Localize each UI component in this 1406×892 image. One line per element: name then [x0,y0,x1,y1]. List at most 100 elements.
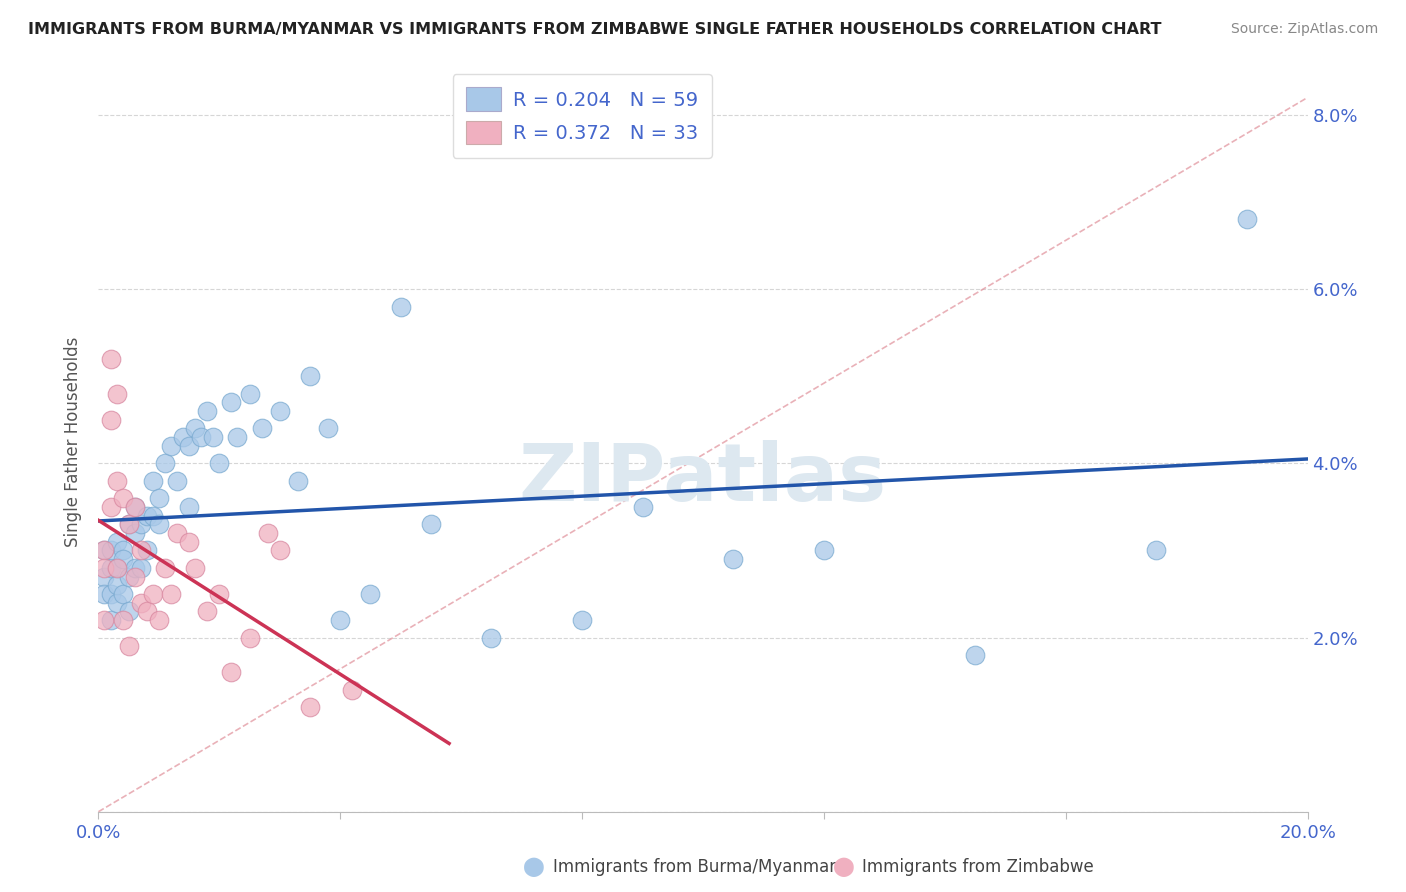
Text: ⬤: ⬤ [832,857,855,877]
Point [316,421,339,435]
Point [329,613,352,627]
Point [221,665,243,680]
Point [124,500,146,514]
Point [179,500,201,514]
Point [195,404,218,418]
Point [299,700,322,714]
Point [184,421,207,435]
Point [221,395,243,409]
Text: Immigrants from Burma/Myanmar: Immigrants from Burma/Myanmar [553,858,835,876]
Point [250,421,273,435]
Point [100,561,122,575]
Point [571,613,593,627]
Point [172,430,194,444]
Point [111,613,134,627]
Point [195,604,218,618]
Point [179,534,201,549]
Point [1144,543,1167,558]
Point [111,491,134,505]
Point [135,508,157,523]
Point [142,508,165,523]
Point [124,500,146,514]
Point [239,631,262,645]
Point [723,552,745,566]
Point [93,569,115,583]
Text: ZIPatlas: ZIPatlas [519,440,887,517]
Point [124,561,146,575]
Point [226,430,249,444]
Point [160,439,183,453]
Text: IMMIGRANTS FROM BURMA/MYANMAR VS IMMIGRANTS FROM ZIMBABWE SINGLE FATHER HOUSEHOL: IMMIGRANTS FROM BURMA/MYANMAR VS IMMIGRA… [28,22,1161,37]
Point [153,561,176,575]
Point [93,613,115,627]
Point [420,517,443,532]
Point [118,517,141,532]
Point [105,534,128,549]
Point [256,526,278,541]
Point [239,386,262,401]
Point [813,543,835,558]
Point [148,491,170,505]
Point [142,474,165,488]
Point [105,561,128,575]
Point [142,587,165,601]
Point [202,430,225,444]
Point [93,587,115,601]
Point [105,386,128,401]
Point [389,300,412,314]
Point [1236,212,1258,227]
Point [190,430,212,444]
Point [631,500,654,514]
Point [111,552,134,566]
Point [129,517,152,532]
Point [135,604,157,618]
Point [93,561,115,575]
Text: Source: ZipAtlas.com: Source: ZipAtlas.com [1230,22,1378,37]
Point [105,561,128,575]
Point [148,613,170,627]
Point [118,639,141,653]
Point [100,543,122,558]
Text: ⬤: ⬤ [523,857,546,877]
Point [148,517,170,532]
Point [208,587,231,601]
Point [481,631,503,645]
Point [153,456,176,470]
Point [166,474,188,488]
Point [118,517,141,532]
Point [105,596,128,610]
Point [124,569,146,583]
Point [208,456,231,470]
Point [100,587,122,601]
Point [93,543,115,558]
Point [360,587,382,601]
Point [129,561,152,575]
Point [129,596,152,610]
Point [269,404,291,418]
Point [105,578,128,592]
Point [135,543,157,558]
Point [269,543,291,558]
Point [129,543,152,558]
Point [965,648,987,662]
Point [160,587,183,601]
Point [105,474,128,488]
Point [299,369,322,384]
Point [100,351,122,366]
Point [124,526,146,541]
Text: Immigrants from Zimbabwe: Immigrants from Zimbabwe [862,858,1094,876]
Point [342,682,364,697]
Point [184,561,207,575]
Legend: R = 0.204   N = 59, R = 0.372   N = 33: R = 0.204 N = 59, R = 0.372 N = 33 [453,74,711,158]
Point [166,526,188,541]
Point [111,543,134,558]
Point [118,569,141,583]
Point [100,413,122,427]
Y-axis label: Single Father Households: Single Father Households [63,336,82,547]
Point [100,500,122,514]
Point [118,604,141,618]
Point [287,474,309,488]
Point [93,543,115,558]
Point [179,439,201,453]
Point [100,613,122,627]
